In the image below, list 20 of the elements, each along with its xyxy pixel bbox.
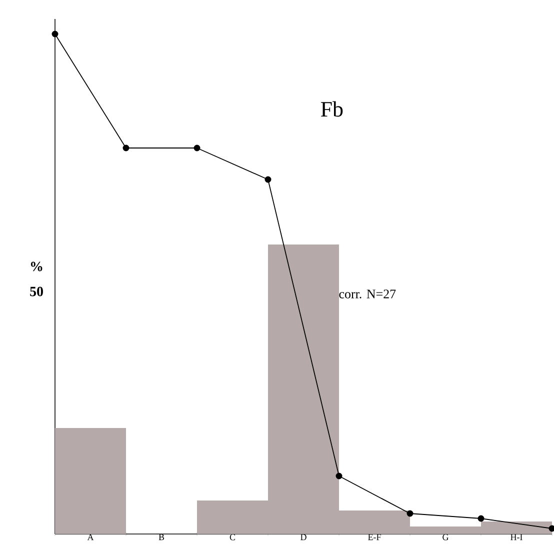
x-tick-label: A bbox=[87, 534, 94, 540]
y-axis-title: % bbox=[31, 262, 42, 272]
x-tick-label: G bbox=[442, 534, 448, 540]
point bbox=[264, 176, 272, 183]
x-tick-label: B bbox=[158, 534, 164, 540]
point bbox=[194, 144, 200, 152]
x-tick-label: D bbox=[300, 534, 306, 540]
x-tick-label: H-I bbox=[510, 534, 522, 540]
point bbox=[548, 525, 554, 532]
x-tick-label: E-F bbox=[368, 534, 381, 540]
x-tick-label: C bbox=[230, 534, 235, 540]
annotation: corr. N=27 bbox=[339, 290, 396, 298]
point bbox=[406, 510, 414, 517]
text: 50 bbox=[30, 286, 43, 296]
text: Fb bbox=[320, 101, 343, 117]
point bbox=[52, 30, 58, 38]
bar bbox=[55, 428, 126, 534]
point bbox=[478, 515, 484, 522]
point bbox=[122, 144, 130, 152]
point bbox=[336, 472, 342, 480]
